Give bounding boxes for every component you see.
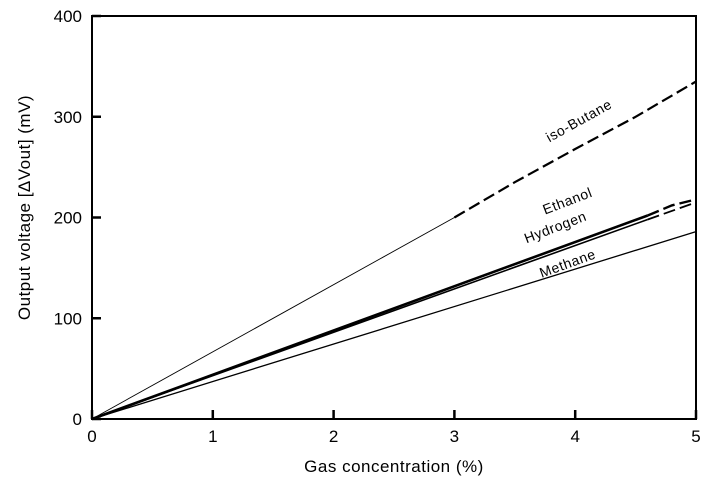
series-label-ethanol: Ethanol (540, 184, 594, 217)
series-iso-butane-line (91, 217, 455, 420)
labels: Gas concentration (%) Output voltage [ΔV… (15, 95, 484, 476)
x-axis-label: Gas concentration (%) (304, 457, 484, 476)
x-tick-label-1: 1 (208, 427, 217, 446)
series-label-iso-butane: iso-Butane (543, 96, 615, 145)
x-tick-label-2: 2 (329, 427, 338, 446)
series-iso-butane-dashed-line (453, 80, 697, 219)
x-tick-label-3: 3 (450, 427, 459, 446)
series-hydrogen-line (91, 218, 648, 420)
axes: 0 1 2 3 4 5 0 100 200 300 400 (54, 7, 701, 446)
x-tick-label-4: 4 (570, 427, 579, 446)
y-tick-label-4: 400 (54, 7, 82, 26)
y-tick-label-2: 200 (54, 209, 82, 228)
y-tick-label-0: 0 (73, 410, 82, 429)
x-tick-label-0: 0 (87, 427, 96, 446)
y-axis-label: Output voltage [ΔVout] (mV) (15, 95, 34, 320)
plot-frame (91, 15, 697, 420)
series-methane-line (91, 230, 697, 420)
series-hydrogen-dashed-line (647, 201, 697, 221)
y-tick-label-3: 300 (54, 108, 82, 127)
series-label-methane: Methane (537, 246, 598, 281)
series-ethanol-dashed-line (647, 198, 697, 217)
y-tick-label-1: 100 (54, 309, 82, 328)
x-tick-label-5: 5 (691, 427, 700, 446)
